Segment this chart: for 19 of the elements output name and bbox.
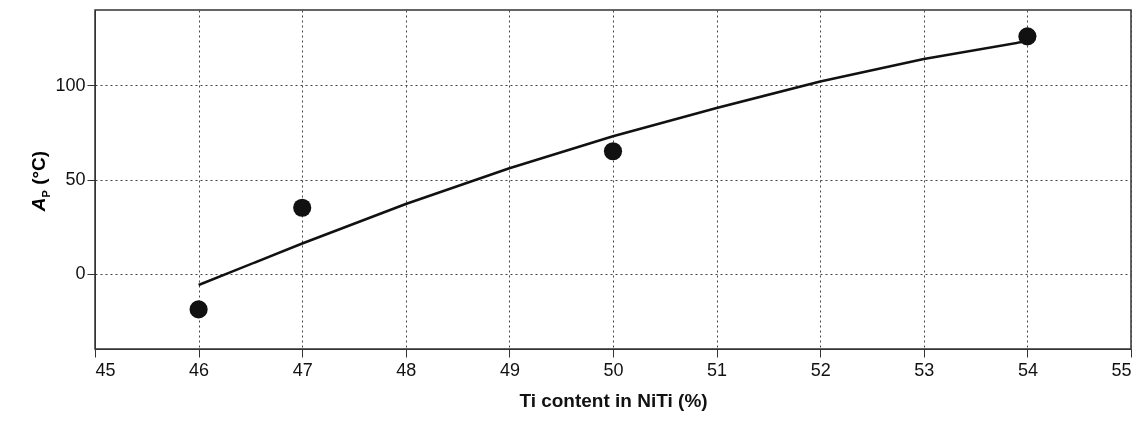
x-tick-label: 46 <box>189 359 210 380</box>
y-tick-label: 0 <box>75 263 86 284</box>
x-tick-label: 53 <box>914 359 935 380</box>
y-tick-label: 50 <box>65 169 86 189</box>
x-tick-label: 49 <box>499 359 520 380</box>
x-tick-label: 55 <box>1111 359 1132 380</box>
x-tick-label: 52 <box>810 359 831 380</box>
y-tick-label: 100 <box>55 74 86 95</box>
x-tick-label: 47 <box>292 359 313 380</box>
x-axis-title: Ti content in NiTi (%) <box>519 389 708 411</box>
x-tick-label: 48 <box>396 359 417 380</box>
point <box>603 142 623 161</box>
x-tick-label: 54 <box>1017 359 1038 380</box>
x-tick-label: 50 <box>603 359 624 380</box>
x-tick-label: 45 <box>95 359 116 380</box>
x-tick-label: 51 <box>707 359 728 380</box>
point <box>189 300 208 319</box>
point <box>1018 27 1037 46</box>
point <box>293 198 312 217</box>
